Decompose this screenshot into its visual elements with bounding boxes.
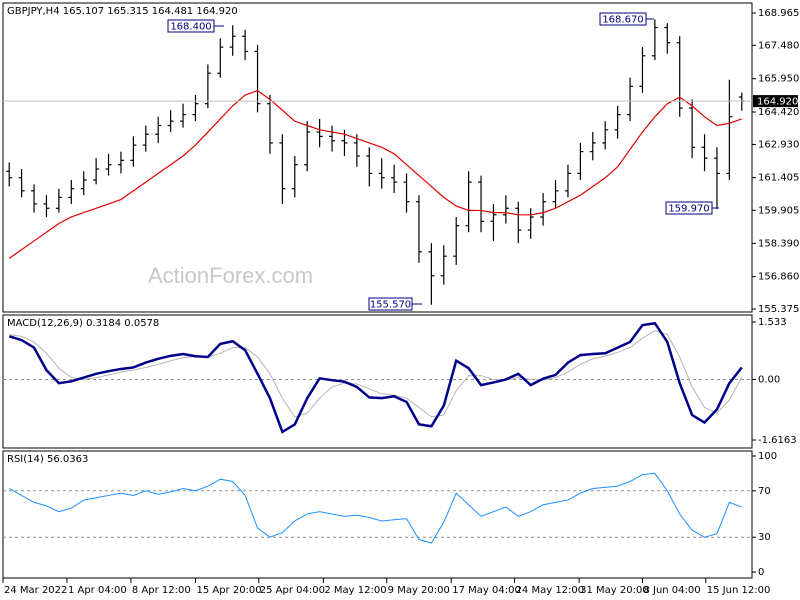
last-price-label: 164.920 xyxy=(757,97,798,108)
x-tick-label: 25 Apr 04:00 xyxy=(260,585,325,596)
x-tick-label: 15 Apr 20:00 xyxy=(196,585,261,596)
x-tick-label: 15 Jun 12:00 xyxy=(707,585,771,596)
annotation-box xyxy=(368,297,413,311)
y-tick-label: 30 xyxy=(758,532,771,543)
x-tick-label: 8 Jun 04:00 xyxy=(643,585,700,596)
y-tick-label: 1.533 xyxy=(758,317,787,328)
y-tick-label: 70 xyxy=(758,486,771,497)
y-tick-label: 168.965 xyxy=(758,8,799,19)
annotation-box xyxy=(599,12,647,26)
y-tick-label: 158.390 xyxy=(758,238,799,249)
last-price-box xyxy=(753,95,798,108)
y-tick-label: 155.375 xyxy=(758,304,799,315)
x-tick-label: 31 May 20:00 xyxy=(580,585,649,596)
x-tick-label: 2 May 12:00 xyxy=(324,585,386,596)
indicator-line xyxy=(8,321,743,434)
annotation-box xyxy=(665,201,713,215)
price-frame xyxy=(2,2,753,313)
watermark: ActionForex.com xyxy=(148,263,313,288)
y-tick-label: 100 xyxy=(758,451,777,462)
annotation: 159.970 xyxy=(668,204,709,215)
y-tick-label: 167.480 xyxy=(758,40,799,51)
annotations: 168.400 168.670 155.570 159.970 xyxy=(167,12,719,311)
annotation: 168.670 xyxy=(602,15,643,26)
y-tick-label: 164.420 xyxy=(758,107,799,118)
panel-title: RSI(14) 56.0363 xyxy=(7,454,88,465)
y-tick-label: 0.00 xyxy=(758,374,780,385)
rsi-frame xyxy=(2,450,753,579)
y-tick-label: 165.950 xyxy=(758,74,799,85)
x-tick-label: 1 Apr 04:00 xyxy=(68,585,127,596)
moving-average xyxy=(8,89,742,259)
y-tick-label: 159.905 xyxy=(758,205,799,216)
annotation: 155.570 xyxy=(370,300,411,311)
panel-title: GBPJPY,H4 165.107 165.315 164.481 164.92… xyxy=(7,6,238,17)
y-tick-label: 162.930 xyxy=(758,139,799,150)
annotation-box xyxy=(167,19,215,33)
x-tick-label: 24 Mar 2022 xyxy=(4,585,67,596)
x-tick-label: 24 May 12:00 xyxy=(516,585,585,596)
annotation: 168.400 xyxy=(170,22,211,33)
x-tick-label: 8 Apr 12:00 xyxy=(132,585,191,596)
y-tick-label: 156.860 xyxy=(758,272,799,283)
indicator-line xyxy=(8,472,742,544)
y-tick-label: 161.405 xyxy=(758,173,799,184)
macd-frame xyxy=(2,314,753,449)
indicator-line xyxy=(9,330,743,418)
x-tick-label: 9 May 20:00 xyxy=(388,585,450,596)
panel-title: MACD(12,26,9) 0.3184 0.0578 xyxy=(7,318,159,329)
x-tick-label: 17 May 04:00 xyxy=(452,585,521,596)
y-tick-label: 0 xyxy=(758,567,764,578)
y-tick-label: -1.6163 xyxy=(758,435,797,446)
